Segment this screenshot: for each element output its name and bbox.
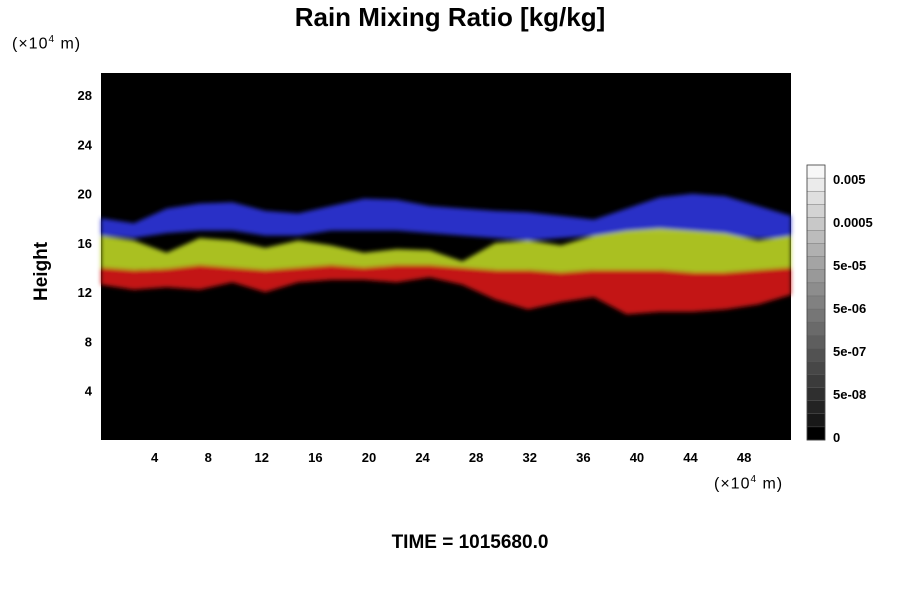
colorbar-level (806, 348, 826, 362)
colorbar-level (806, 204, 826, 218)
y-axis-unit: (×104 m) (12, 34, 81, 53)
y-tick-label: 16 (78, 236, 92, 251)
x-tick-label: 4 (151, 450, 159, 465)
y-tick-label: 4 (85, 384, 93, 399)
colorbar-level (806, 413, 826, 428)
colorbar-level (806, 308, 826, 323)
x-tick-label: 48 (737, 450, 751, 465)
colorbar-label: 5e-06 (833, 301, 866, 316)
colorbar-level (806, 426, 826, 441)
colorbar-level (806, 295, 826, 310)
y-unit-suffix: m) (55, 35, 82, 53)
colorbar-label: 5e-07 (833, 344, 866, 359)
x-tick-label: 20 (362, 450, 376, 465)
colorbar-frame (806, 164, 826, 441)
y-tick-label: 8 (85, 334, 92, 349)
y-unit-exponent: 4 (48, 34, 56, 45)
colorbar-level (806, 335, 826, 349)
y-tick-label: 20 (78, 187, 92, 202)
x-tick-label: 16 (308, 450, 322, 465)
y-unit-prefix: (×10 (12, 35, 49, 53)
y-tick-labels: 4 8 12 16 20 24 28 (78, 88, 93, 399)
colorbar-level (806, 321, 826, 336)
colorbar-level (806, 190, 826, 205)
colorbar-level (806, 269, 826, 284)
colorbar-label: 0.005 (833, 172, 866, 187)
colorbar (806, 164, 826, 441)
rain-layer-yellow-green (101, 228, 791, 273)
chart-title: Rain Mixing Ratio [kg/kg] (294, 2, 606, 32)
x-tick-label: 28 (469, 450, 483, 465)
x-unit-exponent: 4 (750, 474, 758, 485)
colorbar-level (806, 282, 826, 297)
colorbar-level (806, 400, 826, 415)
x-tick-label: 44 (683, 450, 698, 465)
colorbar-level (806, 387, 826, 402)
colorbar-level (806, 177, 826, 192)
rain-layer-red (101, 265, 791, 315)
colorbar-level (806, 243, 826, 258)
x-tick-label: 40 (630, 450, 644, 465)
colorbar-level (806, 374, 826, 389)
rain-layers (101, 193, 791, 315)
colorbar-label: 5e-05 (833, 258, 866, 273)
x-unit-suffix: m) (757, 475, 784, 493)
y-tick-label: 12 (78, 285, 92, 300)
rain-layer-blue (101, 193, 791, 241)
x-tick-label: 36 (576, 450, 590, 465)
colorbar-label: 5e-08 (833, 387, 866, 402)
colorbar-level (806, 361, 826, 376)
x-axis-unit: (×104 m) (714, 474, 783, 493)
x-unit-prefix: (×10 (714, 475, 751, 493)
x-tick-label: 8 (205, 450, 212, 465)
x-tick-label: 32 (523, 450, 537, 465)
colorbar-label: 0.0005 (833, 215, 873, 230)
colorbar-level (806, 256, 826, 271)
x-tick-label: 24 (415, 450, 430, 465)
colorbar-level (806, 164, 826, 179)
x-tick-labels: 4 8 12 16 20 24 28 32 36 40 44 48 (151, 450, 751, 465)
y-tick-label: 24 (78, 137, 93, 152)
colorbar-level (806, 217, 826, 231)
x-tick-label: 12 (255, 450, 269, 465)
time-label: TIME = 1015680.0 (391, 532, 549, 553)
colorbar-label: 0 (833, 430, 840, 445)
y-tick-label: 28 (78, 88, 92, 103)
colorbar-level (806, 230, 826, 245)
colorbar-labels: 0 5e-08 5e-07 5e-06 5e-05 0.0005 0.005 (833, 172, 873, 445)
